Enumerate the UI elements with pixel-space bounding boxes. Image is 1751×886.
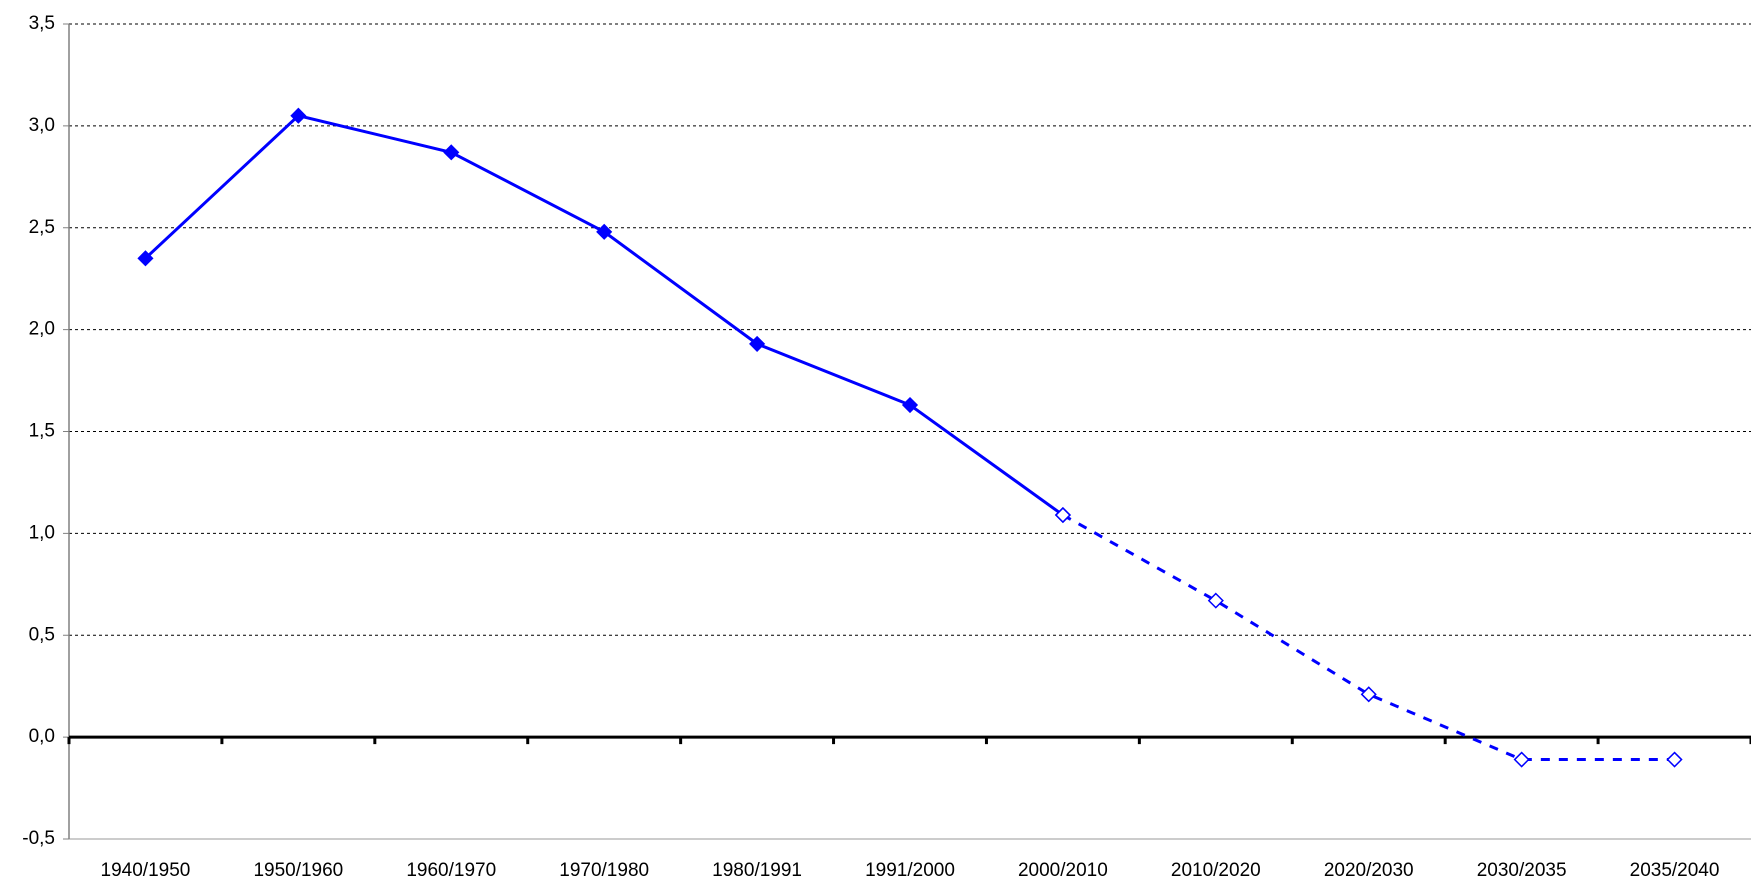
x-tick-label: 1960/1970: [406, 860, 496, 881]
marker: [1360, 686, 1377, 703]
series-line: [144, 114, 1064, 517]
y-tick-label: 3,0: [29, 115, 55, 136]
x-tick-label: 1991/2000: [865, 860, 955, 881]
y-tick-label: 3,5: [29, 13, 55, 34]
marker: [901, 396, 919, 414]
marker: [596, 223, 613, 240]
x-tick-label: 2000/2010: [1018, 860, 1108, 881]
series-line: [1062, 513, 1675, 762]
x-tick-label: 2035/2040: [1630, 860, 1720, 881]
x-tick-label: 2010/2020: [1171, 860, 1261, 881]
x-tick-label: 2030/2035: [1477, 860, 1567, 881]
y-tick-label: 2,5: [29, 217, 55, 238]
marker: [137, 250, 154, 267]
x-tick-label: 1980/1991: [712, 860, 802, 881]
marker: [443, 144, 460, 161]
x-tick-label: 2020/2030: [1324, 860, 1414, 881]
marker: [1666, 751, 1683, 768]
x-tick-label: 1970/1980: [559, 860, 649, 881]
y-tick-label: 1,0: [29, 522, 55, 543]
y-tick-label: 2,0: [29, 319, 55, 340]
marker: [1054, 506, 1071, 524]
x-tick-label: 1940/1950: [101, 860, 191, 881]
y-tick-label: -0,5: [22, 828, 55, 849]
y-tick-label: 1,5: [29, 421, 55, 442]
marker: [290, 107, 307, 124]
marker: [749, 335, 766, 352]
marker: [1513, 751, 1530, 768]
marker: [1207, 592, 1224, 609]
y-tick-label: 0,5: [29, 624, 55, 645]
y-tick-label: 0,0: [29, 726, 55, 747]
x-tick-label: 1950/1960: [253, 860, 343, 881]
